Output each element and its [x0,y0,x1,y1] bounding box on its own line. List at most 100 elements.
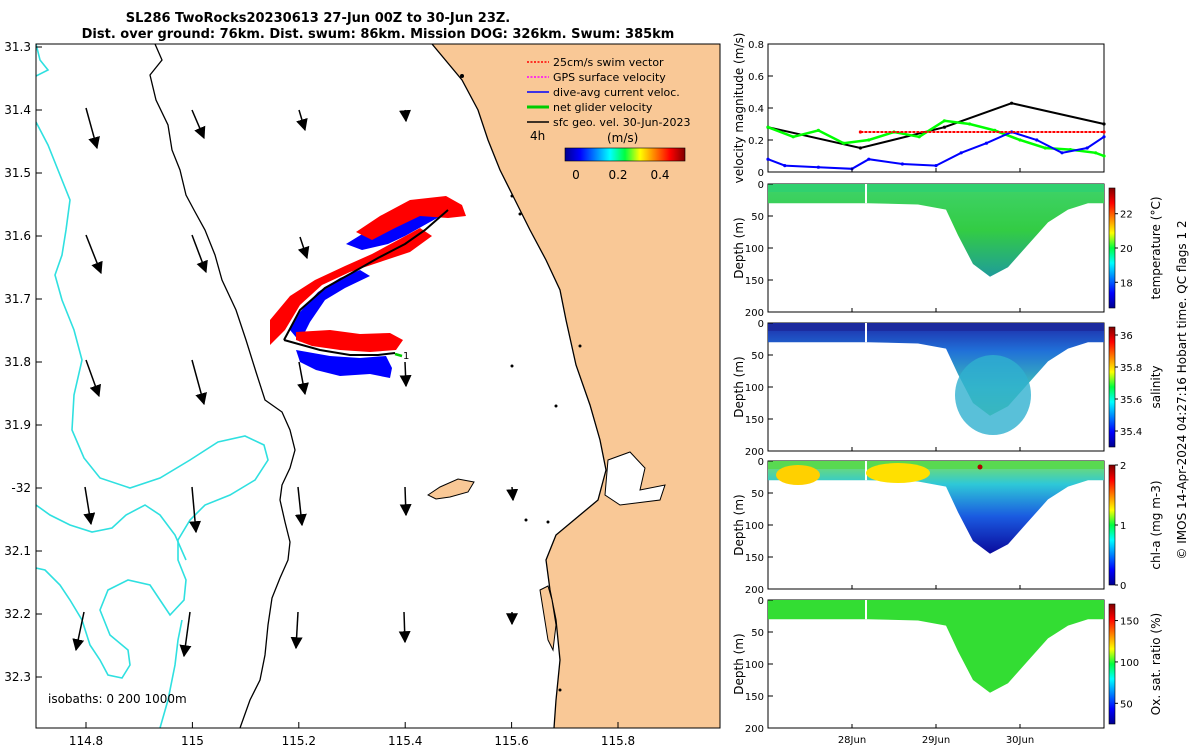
depth-tick-label: 100 [745,660,764,671]
legend-label: 25cm/s swim vector [553,56,664,69]
depth-tick-label: 150 [745,276,764,287]
depth-tick-label: 200 [745,308,764,319]
title-line1: SL286 TwoRocks20230613 27-Jun 00Z to 30-… [126,11,511,26]
depth-tick-label: 150 [745,553,764,564]
velocity-point [942,119,947,123]
depth-tick-label: 50 [751,628,764,639]
chl-hotspot [776,465,820,485]
velocity-point [934,164,938,168]
map-y-tick-label: 31.6 [4,229,31,243]
section-surface-band [768,600,1104,608]
track-line [283,209,449,356]
map-x-tick-label: 115.6 [494,734,528,748]
section-surface-band [768,323,1104,331]
isobath-1000m-north [36,44,50,77]
speed-colorbar-tick: 0 [572,168,580,182]
depth-tick-label: 150 [745,692,764,703]
depth-tick-label: 0 [758,596,764,607]
colorbar-label: salinity [1149,365,1163,408]
footer-credit: © IMOS 14-Apr-2024 04:27:16 Hobart time.… [1175,220,1189,559]
section-data [768,461,1104,554]
map-y-ticks: 31.3 31.4 31.5 31.6 31.7 31.8 31.9 -32 32.1 32.2 3… [4,40,42,684]
velocity-point [900,162,905,166]
depth-ylabel: Depth (m) [732,633,746,694]
depth-tick-label: 0 [758,180,764,191]
velocity-point [766,157,770,161]
velocity-panel: velocity magnitude (m/s) 0 0.2 0.4 0.6 0.8 [732,33,1106,183]
geo-arrow [398,611,411,644]
section-data [768,600,1104,693]
depth-tick-label: 0 [758,457,764,468]
velocity-y-tick-label: 0.6 [748,72,764,83]
section-salinity: 0 50 100 150 200 Depth (m) 35.4 35.6 35.8 36 salin… [732,319,1163,458]
geo-arrow [189,486,202,534]
velocity-point [842,141,846,145]
map-y-tick-label: 31.7 [4,292,31,306]
map-x-tick-label: 115 [181,734,204,748]
time-tick-label: 28Jun [838,735,866,746]
colorbar-label: chl-a (mg m-3) [1149,480,1163,569]
colorbar-label: temperature (°C) [1149,197,1163,300]
geo-arrow [85,359,101,398]
geo-arrow [85,234,103,275]
track-red-vectors-upper2 [270,228,432,345]
section-colorbar [1108,326,1116,448]
chl-max-point [977,464,983,470]
velocity-point [766,125,770,129]
velocity-point [858,130,863,134]
velocity-point [1102,135,1106,139]
colorbar-tick-label: 35.6 [1120,395,1142,406]
section-colorbar [1108,464,1116,586]
velocity-point [942,125,947,129]
speed-colorbar-ticks: 0 0.2 0.4 [572,168,669,182]
salinity-intrusion [955,355,1031,435]
section-chl-a: 0 50 100 150 200 Depth (m) 0 1 2 chl-a (mg m-3) [732,457,1163,596]
speed-colorbar-tick: 0.2 [608,168,627,182]
velocity-y-tick-label: 0.2 [748,136,764,147]
island-garden [539,585,557,652]
colorbar-tick-label: 35.8 [1120,363,1142,374]
speed-colorbar-tick: 0.4 [650,168,669,182]
section-data [768,184,1104,277]
isobaths-label: isobaths: 0 200 1000m [48,692,187,706]
geo-arrow [85,107,100,150]
depth-tick-label: 150 [745,415,764,426]
velocity-point [858,146,863,150]
velocity-axes [767,43,1105,173]
map-x-tick-label: 115.2 [282,734,316,748]
velocity-point [1043,146,1047,150]
map-x-tick-label: 115.8 [601,734,635,748]
depth-tick-label: 50 [751,351,764,362]
geo-arrow [297,361,309,396]
velocity-y-ticks: 0 0.2 0.4 0.6 0.8 [748,40,773,179]
geo-arrow [191,109,206,140]
velocity-point [1102,122,1106,126]
depth-tick-label: 100 [745,383,764,394]
isobath-1000m-south [36,504,187,561]
velocity-y-tick-label: 0.8 [748,40,764,51]
depth-tick-label: 200 [745,447,764,458]
velocity-point [1085,146,1089,150]
colorbar-tick-label: 150 [1120,617,1139,628]
velocity-point [791,135,795,139]
velocity-point [1035,138,1039,142]
depth-tick-label: 50 [751,489,764,500]
velocity-point [984,141,989,145]
depth-tick-label: 0 [758,319,764,330]
velocity-y-tick-label: 0 [758,168,764,179]
colorbar-tick-label: 100 [1120,658,1139,669]
map-x-tick-label: 115.4 [388,734,422,748]
net-velocity-marker [394,352,403,358]
velocity-point [783,164,787,168]
velocity-point [867,138,871,142]
map-frame [35,43,721,729]
velocity-series [766,101,1106,171]
depth-tick-label: 100 [745,244,764,255]
section-temperature: 0 50 100 150 200 Depth (m) 18 20 22 temperature (… [732,180,1163,319]
map-y-tick-label: 32.3 [4,670,31,684]
depth-tick-label: 100 [745,521,764,532]
velocity-y-tick-label: 0.4 [748,104,764,115]
depth-tick-label: 50 [751,212,764,223]
